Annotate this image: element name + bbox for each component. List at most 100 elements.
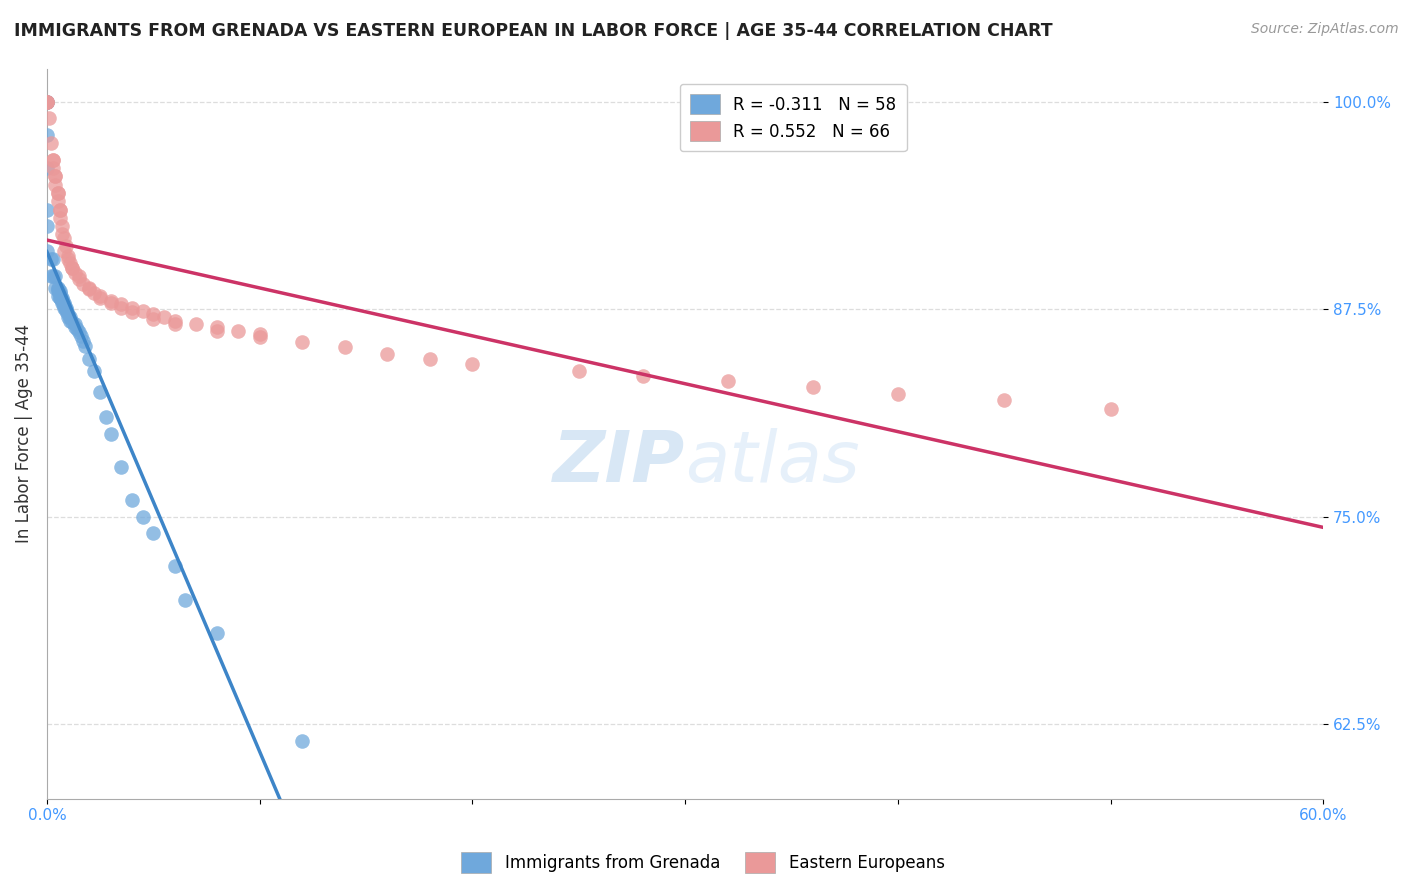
Point (48, 291, 70, 305)
Point (717, 374, 740, 388)
Point (89, 385, 111, 400)
Point (70, 328, 93, 343)
Point (46, 284, 69, 298)
Point (48, 287, 70, 301)
Point (46, 186, 69, 200)
Point (163, 314, 186, 328)
Point (100, 295, 122, 310)
Point (461, 357, 484, 371)
Point (51, 295, 73, 310)
Point (48, 285, 70, 300)
Point (42, 153, 65, 167)
Point (42, 252, 65, 267)
Point (48, 202, 70, 217)
Point (59, 314, 82, 328)
Point (67, 272, 90, 286)
Point (63, 320, 86, 334)
Point (52, 297, 75, 311)
Point (121, 305, 143, 319)
Point (48, 284, 70, 298)
Point (35, 95, 58, 109)
Point (35, 95, 58, 109)
Point (39, 252, 62, 267)
Point (174, 592, 197, 607)
Point (142, 312, 165, 326)
Point (100, 426, 122, 441)
Point (56, 310, 79, 325)
Point (35, 95, 58, 109)
Point (72, 277, 94, 292)
Point (205, 324, 228, 338)
Point (56, 252, 79, 267)
Point (52, 244, 75, 258)
Point (38, 112, 60, 126)
Point (44, 280, 66, 294)
Point (205, 625, 228, 640)
Text: IMMIGRANTS FROM GRENADA VS EASTERN EUROPEAN IN LABOR FORCE | AGE 35-44 CORRELATI: IMMIGRANTS FROM GRENADA VS EASTERN EUROP… (14, 22, 1053, 40)
Point (44, 268, 66, 283)
Point (35, 161, 58, 175)
Point (131, 509, 153, 524)
Point (51, 292, 73, 306)
Point (568, 363, 591, 377)
Point (59, 256, 82, 270)
Text: Source: ZipAtlas.com: Source: ZipAtlas.com (1251, 22, 1399, 37)
Point (62, 315, 84, 329)
Legend: Immigrants from Grenada, Eastern Europeans: Immigrants from Grenada, Eastern Europea… (454, 846, 952, 880)
Point (48, 202, 70, 217)
Point (52, 301, 75, 315)
Point (52, 231, 75, 245)
Point (35, 244, 58, 258)
Point (100, 293, 122, 308)
Point (110, 301, 132, 315)
Point (184, 317, 207, 331)
Point (1099, 401, 1122, 416)
Point (153, 310, 176, 325)
Point (46, 280, 69, 294)
Point (51, 293, 73, 308)
Point (44, 178, 66, 192)
Point (79, 282, 101, 296)
Point (51, 227, 73, 242)
Point (55, 239, 77, 253)
Point (44, 169, 66, 184)
Point (249, 327, 271, 342)
Point (291, 733, 314, 747)
Point (163, 317, 186, 331)
Point (79, 280, 101, 294)
Point (110, 459, 132, 474)
Point (35, 128, 58, 142)
Point (333, 340, 356, 354)
Point (291, 335, 314, 350)
Point (42, 268, 65, 283)
Point (62, 260, 84, 275)
Point (67, 326, 90, 340)
Point (142, 526, 165, 541)
Point (46, 194, 69, 209)
Point (205, 320, 228, 334)
Point (62, 260, 84, 275)
Point (993, 393, 1015, 408)
Point (56, 307, 79, 321)
Point (142, 307, 165, 321)
Point (46, 186, 69, 200)
Point (51, 219, 73, 234)
Point (55, 302, 77, 317)
Point (48, 211, 70, 225)
Point (48, 291, 70, 305)
Point (83, 363, 105, 377)
Point (163, 559, 186, 574)
Point (63, 317, 86, 331)
Point (56, 249, 79, 263)
Point (375, 347, 398, 361)
Text: ZIP: ZIP (553, 428, 685, 498)
Point (46, 282, 69, 296)
Point (42, 161, 65, 175)
Point (35, 95, 58, 109)
Point (52, 295, 75, 310)
Point (35, 219, 58, 234)
Y-axis label: In Labor Force | Age 35-44: In Labor Force | Age 35-44 (15, 324, 32, 543)
Point (46, 289, 69, 303)
Point (67, 268, 90, 283)
Point (89, 289, 111, 303)
